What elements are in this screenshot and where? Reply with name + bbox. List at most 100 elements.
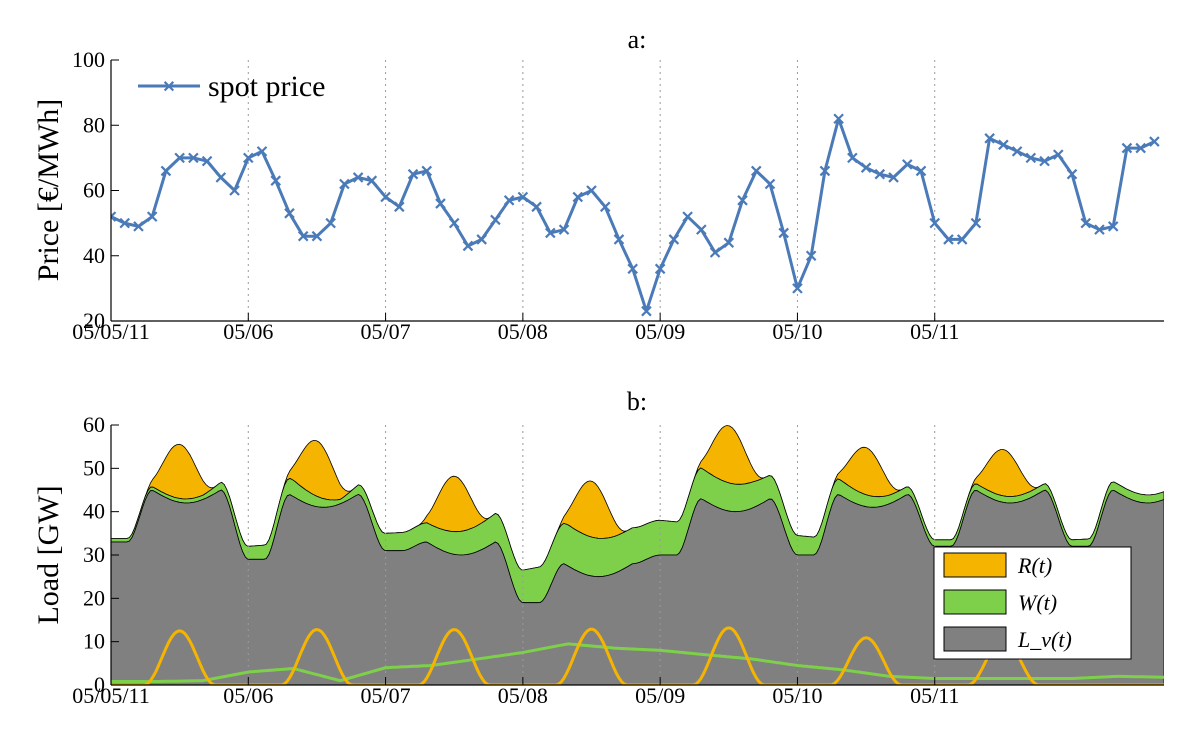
spot-price-point [284,208,295,219]
point-stroke [778,227,789,239]
panel-a-y-label: Price [€/MWh] [32,99,65,281]
point-stroke [111,211,117,219]
spot-price-point [339,178,350,190]
point-stroke [1053,149,1064,160]
spot-price-point [599,201,611,213]
point-stroke [133,221,144,232]
point-stroke [847,152,858,164]
x-tick-label-b: 05/10 [772,683,822,708]
point-stroke [1066,168,1078,180]
spot-price-point [160,165,172,177]
spot-price-point [111,211,117,222]
spot-price-point [146,211,158,222]
point-stroke [111,215,117,222]
y-tick-label-a: 60 [83,178,105,203]
spot-price-point [970,217,982,229]
point-stroke [558,224,570,235]
spot-price-point [352,172,364,183]
spot-price-point [325,217,336,229]
spot-price-point [737,195,748,206]
point-stroke [119,217,131,229]
point-stroke [297,230,309,242]
point-stroke [366,175,378,186]
spot-price-point [503,195,515,206]
spot-price-point [531,201,542,213]
spot-price-point [860,162,872,173]
point-stroke [943,234,954,245]
point-stroke [394,201,405,213]
legend-label-spot-price: spot price [208,70,325,103]
legend-swatch-W [943,589,1007,615]
point-stroke [915,165,927,177]
point-stroke [1094,224,1105,235]
point-stroke [531,201,542,213]
spot-price-point [215,172,227,183]
y-tick-label-b: 40 [83,499,105,524]
spot-price-point [792,283,803,294]
spot-price-point [1107,221,1119,232]
spot-price-point [764,178,776,190]
legend-marker-spot-price: ✕ [162,79,175,96]
x-tick-label-b: 05/11 [910,683,959,708]
point-stroke [517,191,529,203]
x-tick-label-a: 05/07 [361,319,411,344]
spot-price-point [1025,152,1037,164]
spot-price-point [847,152,858,164]
point-stroke [737,195,748,206]
point-stroke [448,217,460,229]
spot-price-point [174,152,185,164]
spot-price-point [421,165,433,177]
x-tick-label-a: 05/11 [910,319,959,344]
spot-price-point [613,234,625,245]
point-stroke [380,191,391,203]
spot-price-point [1135,142,1146,154]
point-stroke [1025,152,1037,164]
point-stroke [256,146,268,157]
spot-price-point [394,201,405,213]
y-tick-label-b: 60 [83,412,105,437]
point-stroke [888,172,899,183]
point-stroke [146,211,158,222]
spot-price-point [1011,146,1023,157]
spot-price-point [1066,168,1078,180]
point-stroke [627,263,638,275]
point-stroke [352,172,364,183]
point-stroke [805,250,817,262]
spot-price-point [297,230,309,242]
legend-label-R: R(t) [1017,553,1052,578]
point-stroke [215,172,227,183]
spot-price-point [201,155,213,167]
panel-a-y-ticks: 20 40 60 80 100 [72,47,119,333]
x-tick-label-a: 05/09 [635,319,685,344]
point-stroke [284,208,295,219]
point-stroke [490,214,501,226]
y-tick-label-b: 30 [83,542,105,567]
spot-price-point [188,152,199,164]
legend-label-Lv: L_v(t) [1017,627,1072,652]
point-stroke [1080,217,1092,229]
point-stroke [956,234,968,245]
point-stroke [339,178,350,190]
spot-price-point [723,237,735,248]
y-tick-label-a: 20 [83,308,105,333]
y-tick-label-b: 10 [83,629,105,654]
spot-price-point [586,185,597,196]
spot-price-point [1149,136,1160,147]
panel-b-x-ticks: 05/05/11 05/06 05/07 05/08 05/09 05/10 05/11 [72,677,959,708]
point-stroke [1107,221,1119,232]
spot-price-point [380,191,391,203]
point-stroke [901,159,913,170]
spot-price-point [407,168,419,180]
point-stroke [229,185,240,196]
point-stroke [750,165,762,177]
spot-price-point [929,217,941,229]
panel-b-grid [247,425,936,685]
point-stroke [476,234,487,245]
point-stroke [1121,142,1133,154]
x-tick-label-a: 05/10 [772,319,822,344]
spot-price-point [1080,217,1092,229]
point-stroke [421,165,433,177]
point-stroke [1149,136,1160,147]
spot-price-point [1094,224,1105,235]
